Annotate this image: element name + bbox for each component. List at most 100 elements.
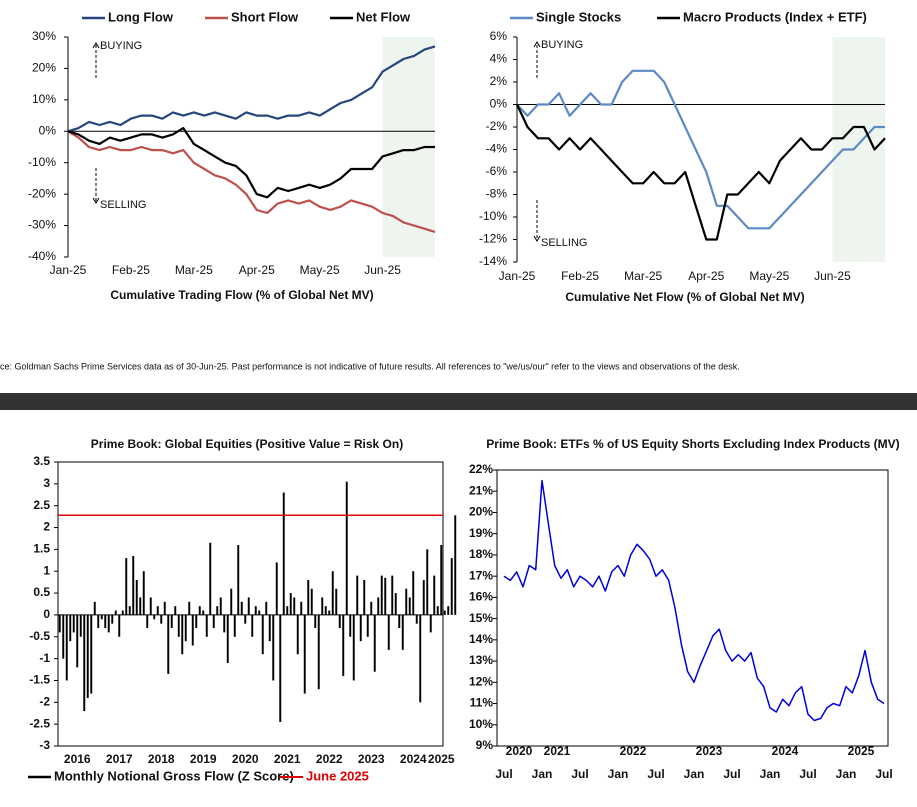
- arrow-head: [92, 42, 100, 49]
- y-tick-label: 21%: [469, 483, 493, 497]
- x-axis-title: Cumulative Net Flow (% of Global Net MV): [565, 290, 804, 304]
- y-tick-label: 9%: [476, 738, 494, 752]
- bar: [317, 614, 320, 690]
- bar: [240, 601, 243, 615]
- y-tick-label: 2%: [490, 74, 508, 88]
- x-tick-label: Jul: [571, 767, 588, 781]
- bar: [286, 606, 289, 615]
- bar: [335, 588, 338, 615]
- y-tick-label: 10%: [469, 717, 493, 731]
- x-axis-title: Cumulative Trading Flow (% of Global Net…: [110, 288, 373, 302]
- bar: [107, 614, 110, 633]
- annotation: SELLING: [541, 237, 587, 249]
- bar: [447, 606, 450, 615]
- bar: [237, 545, 240, 615]
- bar: [454, 515, 457, 615]
- bar: [195, 614, 198, 629]
- bar: [422, 579, 425, 615]
- x-tick-label: Mar-25: [175, 263, 213, 277]
- y-tick-label: 2: [43, 520, 50, 534]
- chart-title: Prime Book: ETFs % of US Equity Shorts E…: [486, 437, 899, 451]
- arrow-head: [533, 41, 541, 48]
- bar: [79, 614, 82, 637]
- bar: [146, 614, 149, 629]
- y-tick-label: 18%: [469, 547, 493, 561]
- x-tick-label: May-25: [749, 269, 789, 283]
- bar: [163, 601, 166, 615]
- x-tick-label: 2020: [232, 752, 259, 766]
- y-tick-label: -2: [39, 694, 50, 708]
- bar: [125, 558, 128, 615]
- series-line: [503, 479, 885, 722]
- x-tick-label: 2025: [428, 752, 455, 766]
- series-line: [67, 45, 436, 133]
- y-tick-label: -1.5: [29, 673, 50, 687]
- bar: [111, 614, 114, 624]
- y-tick-label: 11%: [470, 696, 494, 710]
- bar: [83, 614, 86, 712]
- x-tick-label: Jun-25: [364, 263, 401, 277]
- bar: [450, 558, 453, 615]
- x-tick-label: 2019: [190, 752, 217, 766]
- bar: [265, 601, 268, 615]
- x-tick-label: Jan: [608, 767, 629, 781]
- y-tick-label: 0%: [490, 97, 508, 111]
- plot-frame: [496, 469, 889, 747]
- bar: [356, 575, 359, 615]
- year-label: 2020: [506, 744, 533, 758]
- bar: [387, 614, 390, 650]
- bar: [429, 614, 432, 633]
- bar: [170, 614, 173, 629]
- x-tick-label: Jan: [532, 767, 553, 781]
- bar: [93, 601, 96, 615]
- bar: [303, 614, 306, 694]
- bar: [440, 545, 443, 615]
- bar: [289, 593, 292, 615]
- year-label: 2023: [696, 744, 723, 758]
- y-tick-label: -10%: [28, 155, 56, 169]
- x-tick-label: 2022: [316, 752, 343, 766]
- chart-title: Prime Book: Global Equities (Positive Va…: [91, 437, 403, 451]
- bar: [272, 614, 275, 681]
- bar: [405, 588, 408, 615]
- bar: [65, 614, 68, 681]
- y-tick-label: -0.5: [29, 629, 50, 643]
- bar: [370, 601, 373, 615]
- y-tick-label: 0%: [39, 123, 57, 137]
- bar: [160, 614, 163, 624]
- source-note: ce: Goldman Sachs Prime Services data as…: [0, 361, 740, 371]
- y-tick-label: -14%: [479, 254, 507, 268]
- bar: [426, 549, 429, 615]
- x-tick-label: 2018: [148, 752, 175, 766]
- bar: [62, 614, 65, 659]
- y-tick-label: 13%: [469, 653, 493, 667]
- bar: [209, 542, 212, 615]
- y-tick-label: 4%: [490, 52, 508, 66]
- series-line: [67, 127, 435, 199]
- x-tick-label: Jun-25: [814, 269, 851, 283]
- bar: [310, 588, 313, 615]
- bar: [139, 597, 142, 615]
- year-label: 2025: [848, 744, 875, 758]
- bar: [258, 610, 261, 615]
- bar: [177, 614, 180, 637]
- x-tick-label: Mar-25: [624, 269, 662, 283]
- bar: [380, 575, 383, 615]
- bar: [342, 614, 345, 677]
- year-label: 2021: [544, 744, 571, 758]
- bar: [191, 614, 194, 646]
- bar: [233, 614, 236, 637]
- bar: [100, 614, 103, 620]
- y-tick-label: 19%: [469, 526, 493, 540]
- bar: [69, 614, 72, 642]
- x-tick-label: Feb-25: [112, 263, 150, 277]
- bar: [202, 610, 205, 615]
- y-tick-label: 3.5: [33, 454, 50, 468]
- bar: [90, 614, 93, 694]
- y-tick-label: 3: [43, 476, 50, 490]
- annotation-arrows: [92, 41, 541, 242]
- year-label: 2022: [620, 744, 647, 758]
- bar: [219, 597, 222, 615]
- y-tick-label: 0: [43, 607, 50, 621]
- plot-frame: [57, 461, 444, 747]
